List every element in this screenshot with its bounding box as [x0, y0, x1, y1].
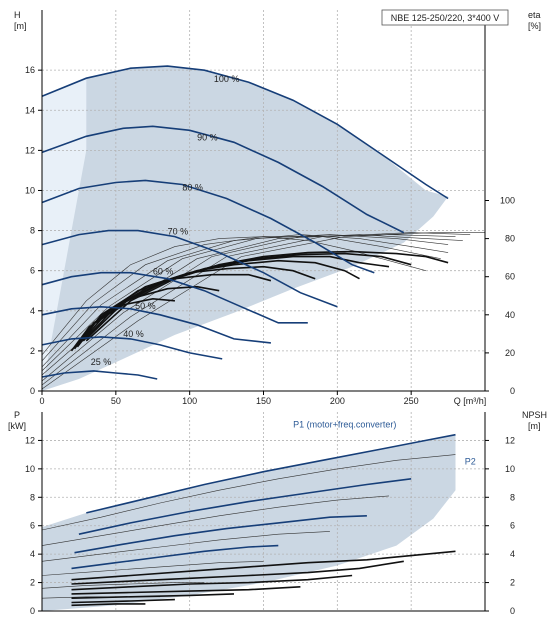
p-axis-unit: [kW] [8, 421, 26, 431]
speed-curve-label: 70 % [168, 227, 189, 237]
y-tick-label: 2 [30, 346, 35, 356]
y-tick-label: 8 [30, 492, 35, 502]
y-tick-label: 12 [25, 145, 35, 155]
npsh-axis-label: NPSH [522, 410, 547, 420]
y2-tick-label: 0 [510, 386, 515, 396]
speed-curve [41, 271, 308, 324]
eta-curve [73, 285, 220, 350]
y-tick-label: 4 [30, 549, 35, 559]
y2-tick-label: 40 [505, 310, 515, 320]
y-tick-label: 4 [30, 306, 35, 316]
p2-curve [41, 495, 390, 546]
eta-curve [76, 273, 272, 348]
y-axis-unit: [m] [14, 21, 27, 31]
npsh-curve [71, 550, 456, 581]
chart-title: NBE 125-250/220, 3*400 V [391, 13, 500, 23]
p2-curve [41, 582, 205, 589]
y-tick-label: 10 [25, 464, 35, 474]
p1-curve [71, 544, 279, 570]
y-tick-label: 0 [30, 386, 35, 396]
series-label: P2 [465, 457, 476, 467]
y-tick-label: 10 [25, 185, 35, 195]
speed-curve-label: 25 % [91, 357, 112, 367]
y-tick-label: 8 [30, 226, 35, 236]
thin-curve [41, 232, 485, 390]
y2-tick-label: 4 [510, 549, 515, 559]
thin-curve [41, 234, 456, 382]
x-tick-label: 0 [39, 396, 44, 406]
y2-tick-label: 20 [505, 348, 515, 358]
speed-curve [41, 370, 158, 380]
y2-axis-label: eta [528, 10, 541, 20]
x-tick-label: 250 [404, 396, 419, 406]
p1-curve [74, 515, 367, 554]
head-chart: 100 % 90 % 80 % 70 % 60 % 50 % 40 % 25 % 0 2 4 6 8 10… [14, 9, 541, 406]
y-tick-label: 0 [30, 606, 35, 616]
y2-tick-label: 100 [500, 196, 515, 206]
y2-tick-label: 60 [505, 272, 515, 282]
p-axis-label: P [14, 410, 20, 420]
speed-curve [41, 336, 223, 360]
series-label: P1 (motor+freq.converter) [293, 420, 396, 430]
y-tick-label: 16 [25, 65, 35, 75]
speed-curve-label: 40 % [123, 329, 144, 339]
y-tick-label: 12 [25, 435, 35, 445]
power-envelope [42, 434, 456, 611]
speed-curve-label: 50 % [135, 301, 156, 311]
speed-curve-label: 80 % [182, 182, 203, 192]
p1-curve [78, 478, 412, 535]
y2-tick-label: 6 [510, 521, 515, 531]
npsh-curve [71, 593, 235, 599]
y2-tick-label: 2 [510, 578, 515, 588]
y2-tick-label: 80 [505, 234, 515, 244]
operating-envelope [42, 66, 449, 391]
speed-curve-label: 60 % [153, 267, 174, 277]
y2-tick-label: 8 [510, 492, 515, 502]
x-axis-label: Q [m³/h] [454, 396, 487, 406]
p1-curve [86, 433, 456, 514]
npsh-curve [71, 560, 404, 585]
speed-curve-label: 100 % [214, 74, 240, 84]
speed-curve [41, 179, 375, 274]
y-tick-label: 2 [30, 578, 35, 588]
eta-curve [70, 297, 175, 352]
npsh-curve [71, 598, 175, 604]
y-tick-label: 6 [30, 521, 35, 531]
x-tick-label: 200 [330, 396, 345, 406]
y-axis-label: H [14, 10, 21, 20]
eta-curve [79, 259, 360, 344]
speed-curve [41, 305, 271, 344]
y-tick-label: 14 [25, 105, 35, 115]
power-npsh-chart: 0 2 4 6 8 10 12 0 2 4 6 8 10 12 P[kW] NPSH[m] P1 (motor+… [8, 410, 547, 616]
y2-tick-label: 12 [505, 435, 515, 445]
npsh-curve [71, 603, 146, 607]
speed-curve [41, 229, 338, 308]
thin-curve [41, 234, 449, 368]
speed-curve [41, 125, 405, 234]
eta-curve [78, 265, 316, 346]
p2-curve [41, 454, 456, 531]
p2-curve [41, 531, 330, 562]
speed-curve [41, 65, 449, 200]
x-tick-label: 50 [111, 396, 121, 406]
p2-curve [41, 561, 264, 576]
y2-tick-label: 10 [505, 464, 515, 474]
y2-tick-label: 0 [510, 606, 515, 616]
x-tick-label: 100 [182, 396, 197, 406]
x-tick-label: 150 [256, 396, 271, 406]
npsh-curve [71, 574, 353, 591]
npsh-curve [71, 586, 301, 595]
npsh-axis-unit: [m] [528, 421, 541, 431]
eta-curve [85, 250, 449, 342]
y2-axis-unit: [%] [528, 21, 541, 31]
speed-curve-label: 90 % [197, 132, 218, 142]
y-tick-label: 6 [30, 266, 35, 276]
title-box [381, 9, 509, 26]
